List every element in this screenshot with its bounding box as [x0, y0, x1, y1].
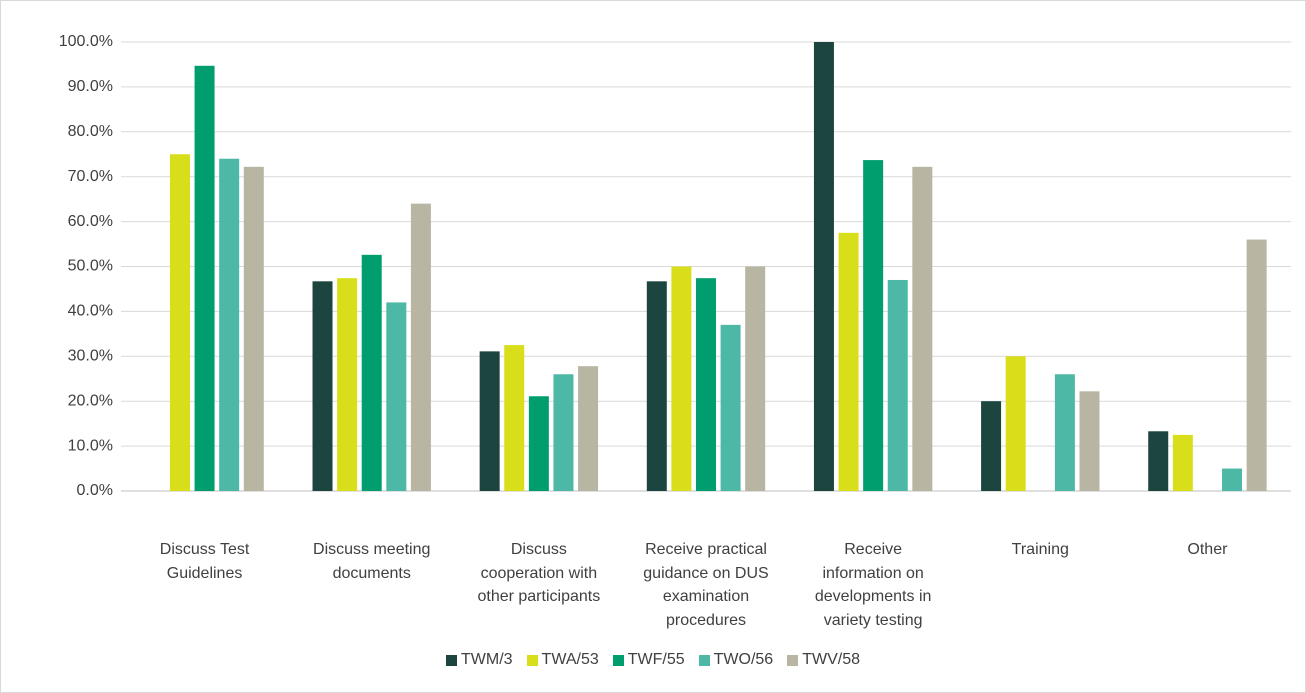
y-tick-label: 10.0%	[68, 437, 113, 454]
x-tick-label: Receive practical guidance on DUS examin…	[643, 541, 769, 629]
y-tick-label: 0.0%	[77, 482, 113, 499]
bar	[912, 166, 933, 491]
bar	[243, 166, 264, 491]
x-tick-label: Discuss cooperation with other participa…	[477, 541, 601, 605]
bar	[578, 366, 599, 491]
y-tick-label: 70.0%	[68, 168, 113, 185]
legend: TWM/3 TWA/53 TWF/55 TWO/56 TWV/58	[1, 651, 1305, 669]
legend-swatch	[612, 654, 624, 666]
y-tick-label: 100.0%	[59, 33, 113, 50]
legend-item: TWV/58	[787, 651, 860, 669]
legend-swatch	[787, 654, 799, 666]
x-tick-label: Training	[1011, 541, 1069, 558]
bar	[745, 266, 766, 491]
bar	[863, 160, 884, 491]
bar	[361, 254, 382, 491]
y-tick-label: 90.0%	[68, 78, 113, 95]
bar	[504, 345, 525, 491]
legend-label: TWA/53	[541, 651, 599, 668]
bar	[1222, 468, 1243, 491]
bar	[696, 278, 716, 491]
bar	[219, 158, 240, 492]
x-tick-label: Discuss meeting documents	[313, 541, 431, 582]
bar	[479, 351, 500, 491]
bar	[194, 65, 215, 491]
bar	[1005, 356, 1026, 491]
legend-label: TWO/56	[713, 651, 774, 668]
y-tick-label: 80.0%	[68, 123, 113, 140]
legend-swatch	[526, 654, 538, 666]
bar	[528, 396, 549, 491]
y-tick-label: 60.0%	[68, 213, 113, 230]
bar	[337, 278, 358, 491]
legend-label: TWM/3	[461, 651, 513, 668]
bar	[1079, 391, 1100, 491]
y-tick-label: 40.0%	[68, 303, 113, 320]
legend-item: TWM/3	[446, 651, 513, 669]
y-tick-label: 30.0%	[68, 348, 113, 365]
legend-label: TWV/58	[802, 651, 860, 668]
bar	[169, 154, 190, 491]
bar	[813, 42, 834, 491]
legend-item: TWF/55	[612, 651, 685, 669]
bar	[720, 324, 741, 491]
bar	[312, 281, 333, 491]
bar	[1172, 434, 1193, 491]
legend-item: TWA/53	[526, 651, 599, 669]
bar	[981, 401, 1002, 491]
bar	[386, 302, 407, 491]
bar	[671, 266, 692, 491]
bar	[1148, 431, 1169, 491]
x-tick-label: Discuss Test Guidelines	[159, 541, 250, 582]
x-tick-label: Other	[1187, 541, 1228, 558]
bar	[1054, 374, 1075, 491]
bar	[646, 281, 667, 491]
bar	[887, 279, 908, 491]
legend-swatch	[446, 654, 457, 666]
y-tick-label: 50.0%	[68, 258, 113, 275]
legend-item: TWO/56	[698, 651, 774, 669]
bar	[553, 374, 574, 491]
x-tick-label: Receive information on developments in v…	[814, 541, 932, 629]
bar	[838, 232, 859, 491]
legend-label: TWF/55	[627, 651, 685, 668]
legend-swatch	[698, 654, 710, 666]
bar	[410, 203, 431, 491]
y-tick-label: 20.0%	[68, 392, 113, 409]
bar	[1246, 239, 1267, 491]
